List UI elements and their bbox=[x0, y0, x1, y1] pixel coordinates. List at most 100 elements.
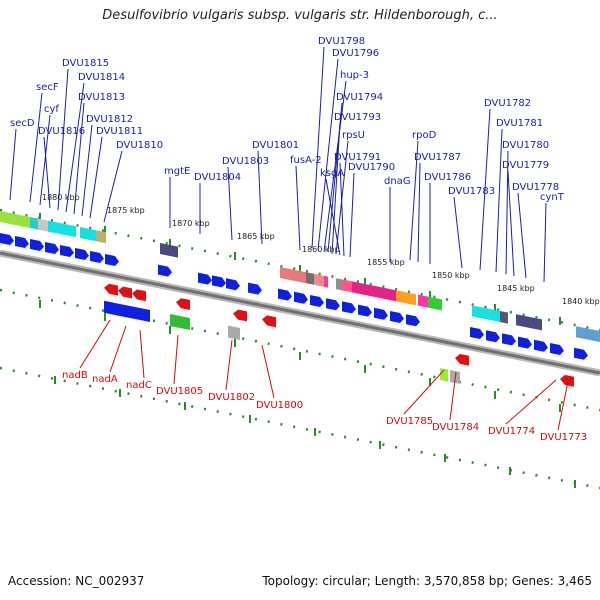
top-gene-label: DVU1779 bbox=[502, 160, 549, 171]
top-gene-label: cynT bbox=[540, 192, 565, 203]
forward-gene-arrow bbox=[358, 304, 372, 317]
top-gene-label: DVU1816 bbox=[38, 126, 85, 137]
leader-line bbox=[453, 196, 463, 269]
forward-gene-arrow bbox=[90, 251, 104, 264]
leader-line bbox=[325, 178, 341, 256]
top-gene-label: DVU1791 bbox=[334, 152, 381, 163]
leader-line bbox=[557, 381, 569, 431]
top-gene-label: DVU1782 bbox=[484, 98, 531, 109]
gene-block bbox=[516, 314, 542, 331]
forward-gene-arrow bbox=[158, 264, 172, 277]
reverse-gene-arrow bbox=[132, 289, 146, 302]
leader-line bbox=[543, 202, 547, 283]
forward-gene-arrow bbox=[574, 347, 588, 360]
forward-gene-arrow bbox=[342, 301, 356, 314]
leader-line bbox=[29, 92, 43, 203]
forward-gene-arrow bbox=[390, 311, 404, 324]
tick-label: 1850 kbp bbox=[432, 271, 470, 280]
top-gene-label: DVU1796 bbox=[332, 48, 379, 59]
leader-line bbox=[311, 46, 325, 249]
forward-gene-arrow bbox=[470, 327, 484, 340]
leader-line bbox=[103, 150, 123, 223]
forward-gene-arrow bbox=[550, 343, 564, 356]
leader-line bbox=[109, 325, 127, 373]
forward-gene-arrow bbox=[278, 288, 292, 301]
tick-label: 1880 kbp bbox=[42, 193, 80, 202]
leader-line bbox=[227, 166, 233, 241]
forward-gene-arrow bbox=[60, 245, 74, 258]
gene-block bbox=[96, 230, 106, 244]
top-gene-label: rpoD bbox=[412, 130, 437, 141]
leader-line bbox=[39, 114, 51, 206]
top-gene-label: DVU1803 bbox=[222, 156, 269, 167]
bottom-gene-label: DVU1785 bbox=[386, 416, 433, 427]
gene-block bbox=[342, 279, 352, 293]
tick-label: 1845 kbp bbox=[497, 284, 535, 293]
gene-block bbox=[38, 218, 48, 232]
top-gene-label: DVU1794 bbox=[336, 92, 383, 103]
tick-label: 1840 kbp bbox=[562, 297, 600, 306]
leader-line bbox=[43, 136, 51, 209]
tick-label: 1860 kbp bbox=[302, 245, 340, 254]
tick-label: 1875 kbp bbox=[107, 206, 145, 215]
gene-block bbox=[428, 296, 442, 311]
reverse-gene-block bbox=[124, 304, 150, 323]
gene-block bbox=[500, 311, 508, 324]
leader-line bbox=[79, 319, 111, 369]
tick-label: 1870 kbp bbox=[172, 219, 210, 228]
bottom-gene-label: DVU1773 bbox=[540, 432, 587, 443]
gene-block bbox=[314, 273, 324, 287]
gene-block bbox=[160, 243, 178, 258]
gene-block bbox=[0, 211, 30, 229]
bottom-gene-label: DVU1805 bbox=[156, 386, 203, 397]
top-gene-label: secF bbox=[36, 82, 59, 93]
forward-gene-arrow bbox=[502, 333, 516, 346]
gene-block bbox=[336, 278, 342, 291]
forward-gene-arrow bbox=[326, 298, 340, 311]
leader-line bbox=[73, 102, 85, 215]
leader-line bbox=[81, 124, 93, 217]
forward-gene-arrow bbox=[534, 339, 548, 352]
gene-block bbox=[80, 227, 96, 242]
top-gene-label: DVU1786 bbox=[424, 172, 471, 183]
leader-line bbox=[261, 344, 275, 399]
forward-gene-arrow bbox=[0, 233, 14, 246]
leader-line bbox=[9, 128, 17, 201]
bottom-gene-label: nadB bbox=[62, 370, 88, 381]
tick-label: 1855 kbp bbox=[367, 258, 405, 267]
bottom-gene-label: DVU1784 bbox=[432, 422, 479, 433]
map-title: Desulfovibrio vulgaris subsp. vulgaris s… bbox=[102, 8, 498, 23]
top-gene-label: DVU1780 bbox=[502, 140, 549, 151]
bottom-gene-label: DVU1774 bbox=[488, 426, 535, 437]
forward-gene-arrow bbox=[105, 254, 119, 267]
top-gene-label: secD bbox=[10, 118, 35, 129]
leader-line bbox=[89, 136, 103, 219]
leader-line bbox=[505, 379, 557, 425]
bottom-gene-label: nadA bbox=[92, 374, 118, 385]
leader-line bbox=[335, 140, 349, 255]
topology-label: Topology: circular; Length: 3,570,858 bp… bbox=[262, 574, 592, 588]
forward-gene-arrow bbox=[310, 295, 324, 308]
gene-block bbox=[48, 220, 76, 238]
accession-label: Accession: NC_002937 bbox=[8, 574, 145, 588]
leader-line bbox=[339, 162, 345, 257]
leader-line bbox=[323, 80, 347, 253]
forward-gene-arrow bbox=[212, 275, 226, 288]
forward-gene-arrow bbox=[15, 236, 29, 249]
leader-line bbox=[495, 128, 503, 273]
reverse-gene-arrow bbox=[118, 286, 132, 299]
forward-gene-arrow bbox=[518, 336, 532, 349]
leader-line bbox=[173, 334, 179, 385]
top-gene-label: DVU1783 bbox=[448, 186, 495, 197]
reverse-gene-arrow bbox=[455, 354, 469, 366]
gene-block bbox=[324, 275, 328, 288]
top-gene-label: DVU1778 bbox=[512, 182, 559, 193]
top-gene-label: DVU1787 bbox=[414, 152, 461, 163]
leader-line bbox=[403, 369, 445, 415]
reverse-gene-arrow bbox=[233, 309, 247, 322]
gene-block bbox=[576, 326, 600, 343]
top-gene-label: mgtE bbox=[164, 166, 190, 177]
leader-line bbox=[449, 371, 457, 421]
